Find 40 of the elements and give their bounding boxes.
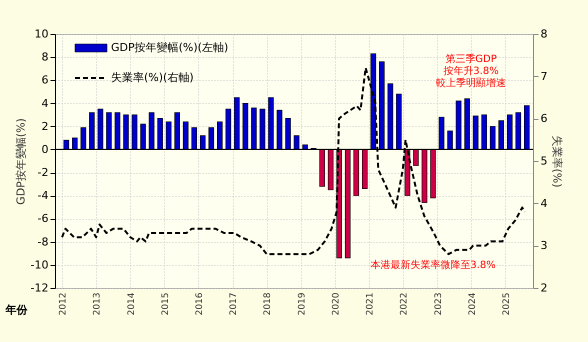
x-axis-title: 年份: [4, 304, 28, 316]
y2-tick-label: 2: [540, 282, 548, 294]
y2-tick-label: 6: [540, 112, 548, 126]
y-tick-label: 10: [34, 28, 48, 40]
annotation: 本港最新失業率微降至3.8%: [370, 259, 496, 271]
y-tick-label: 0: [42, 142, 48, 156]
x-tick-label: 2013: [92, 292, 103, 316]
y-tick-label: -2: [38, 166, 48, 180]
y-tick-label: 8: [42, 50, 48, 64]
y2-tick-label: 7: [540, 70, 548, 83]
x-tick-label: 2025: [502, 292, 512, 316]
x-tick-label: 2020: [331, 292, 342, 316]
x-tick-label: 2016: [194, 292, 205, 316]
y2-axis-title: 失業率(%): [550, 135, 564, 188]
y2-tick-label: 3: [540, 239, 548, 252]
y2-tick-label: 8: [540, 28, 548, 40]
y-tick-label: -10: [30, 258, 48, 272]
y-tick-label: 4: [42, 96, 48, 110]
x-tick-label: 2014: [126, 292, 137, 316]
x-tick-label: 2012: [58, 292, 69, 316]
x-tick-label: 2024: [468, 292, 478, 316]
x-tick-label: 2023: [434, 292, 444, 316]
annotation: 第三季GDP 按年升3.8% 較上季明顯增速: [436, 53, 506, 89]
y-tick-label: -6: [38, 212, 48, 226]
y-tick-label: 6: [42, 74, 48, 87]
x-tick-label: 2022: [400, 292, 410, 316]
y2-tick-label: 4: [540, 196, 548, 210]
x-tick-label: 2019: [297, 292, 308, 316]
y2-tick-label: 5: [540, 154, 548, 168]
y-tick-label: -4: [38, 189, 48, 202]
x-tick-label: 2018: [263, 292, 274, 316]
legend-label: 失業率(%)(右軸): [111, 71, 194, 84]
y-axis-title: GDP按年變幅(%): [14, 118, 28, 205]
y-tick-label: -8: [38, 235, 48, 248]
x-tick-label: 2017: [229, 292, 240, 316]
legend-label: GDP按年變幅(%)(左軸): [111, 41, 228, 54]
x-tick-label: 2021: [366, 292, 376, 316]
y-tick-label: -12: [30, 282, 48, 294]
x-tick-label: 2015: [160, 292, 171, 316]
y-tick-label: 2: [42, 120, 48, 133]
